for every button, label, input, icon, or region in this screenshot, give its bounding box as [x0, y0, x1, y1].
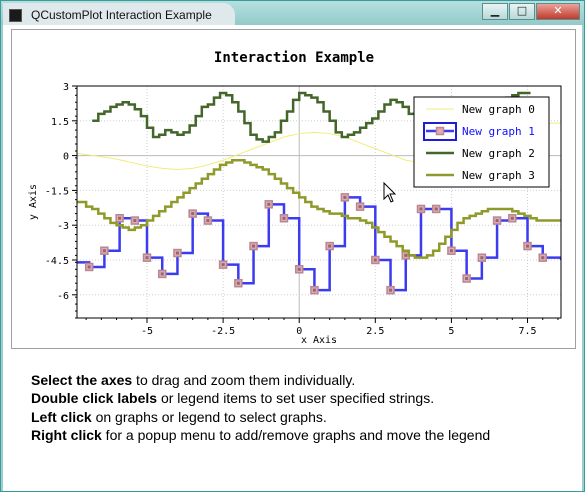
window-title: QCustomPlot Interaction Example: [31, 8, 212, 22]
series-point-center: [297, 267, 301, 271]
series-point-center: [282, 216, 286, 220]
x-tick-label: -2.5: [211, 326, 235, 337]
y-tick-label: -1.5: [45, 186, 69, 197]
series-point-center: [358, 205, 362, 209]
title-bar[interactable]: QCustomPlot Interaction Example ▁ □ ✕: [1, 1, 584, 25]
chart-title[interactable]: Interaction Example: [214, 50, 374, 66]
legend-selection-box: [423, 122, 457, 141]
maximize-button[interactable]: □: [509, 3, 535, 20]
y-tick-label: -4.5: [45, 256, 69, 267]
y-tick-label: -3: [57, 221, 69, 232]
series-point-center: [236, 281, 240, 285]
plot-canvas[interactable]: Interaction Example -5 -2.5 0 2.5 5 7.531.50-…: [12, 30, 575, 348]
series-point-center: [145, 256, 149, 260]
series-point-center: [404, 253, 408, 257]
x-tick-label: 7.5: [518, 326, 536, 337]
instruction-line: Select the axes to drag and zoom them in…: [31, 372, 356, 388]
window-controls: ▁ □ ✕: [481, 3, 580, 20]
series-point-center: [206, 219, 210, 223]
x-axis-label[interactable]: x Axis: [301, 335, 337, 346]
y-axis-label[interactable]: y Axis: [28, 184, 39, 220]
series-point-center: [510, 216, 514, 220]
series-point-center: [312, 288, 316, 292]
title-tab: QCustomPlot Interaction Example: [3, 3, 235, 25]
legend-item-label[interactable]: New graph 1: [462, 125, 535, 138]
app-icon: [9, 9, 22, 22]
minimize-button[interactable]: ▁: [482, 3, 508, 20]
instructions: Select the axes to drag and zoom them in…: [31, 371, 490, 444]
legend-item-label[interactable]: New graph 2: [462, 147, 535, 160]
y-tick-label: 0: [63, 152, 69, 163]
series-point-center: [133, 219, 137, 223]
series-line[interactable]: [77, 196, 561, 292]
series-point-center: [87, 265, 91, 269]
y-tick-label: 1.5: [51, 117, 69, 128]
instruction-line: Double click labels or legend items to s…: [31, 390, 435, 407]
series-point-center: [118, 216, 122, 220]
instruction-line: Right click for a popup menu to add/remo…: [31, 426, 491, 443]
series-point-center: [434, 207, 438, 211]
series-point-center: [160, 272, 164, 276]
series-point-center: [328, 244, 332, 248]
legend-marker: [435, 126, 445, 136]
series-point-center: [191, 212, 195, 216]
mouse-cursor-icon: [383, 181, 397, 203]
x-tick-label: 0: [296, 326, 302, 337]
y-tick-label: 3: [63, 82, 69, 93]
series-line[interactable]: [77, 158, 561, 259]
series-point-center: [480, 256, 484, 260]
y-tick-label: -6: [57, 291, 69, 302]
series-point-center: [267, 202, 271, 206]
legend-item-label[interactable]: New graph 3: [462, 169, 535, 182]
series-point-center: [465, 277, 469, 281]
legend-box[interactable]: [413, 96, 550, 188]
series-point-center: [102, 249, 106, 253]
axis-rect[interactable]: [76, 85, 562, 319]
legend-item-label[interactable]: New graph 0: [462, 103, 535, 116]
axis-ticks[interactable]: -5 -2.5 0 2.5 5 7.5 3 1.5 0 -1.5 -3 -4.5 -6: [45, 82, 559, 337]
series-point-center: [252, 244, 256, 248]
series-point-center: [541, 256, 545, 260]
series-point-center: [373, 258, 377, 262]
x-tick-label: 5: [448, 326, 454, 337]
series-point-center: [526, 244, 530, 248]
x-tick-label: -5: [141, 326, 153, 337]
client-area: Interaction Example -5 -2.5 0 2.5 5 7.5 3 1.5 0-…: [3, 25, 582, 491]
series-point-center: [449, 249, 453, 253]
series-point-center: [389, 288, 393, 292]
legend[interactable]: New graph 0 New graph 1 New graph 2 New gra…: [413, 96, 550, 188]
series-point-center: [419, 207, 423, 211]
close-button[interactable]: ✕: [536, 3, 580, 20]
series-point-center: [175, 251, 179, 255]
instruction-line: Left click on graphs or legend to select…: [31, 408, 327, 425]
series-point-center: [221, 263, 225, 267]
x-tick-label: 2.5: [366, 326, 384, 337]
plot-widget[interactable]: Interaction Example -5 -2.5 0 2.5 5 7.5 3 1.5 0-…: [11, 29, 576, 349]
series-point-center: [495, 219, 499, 223]
series-point-center: [343, 195, 347, 199]
